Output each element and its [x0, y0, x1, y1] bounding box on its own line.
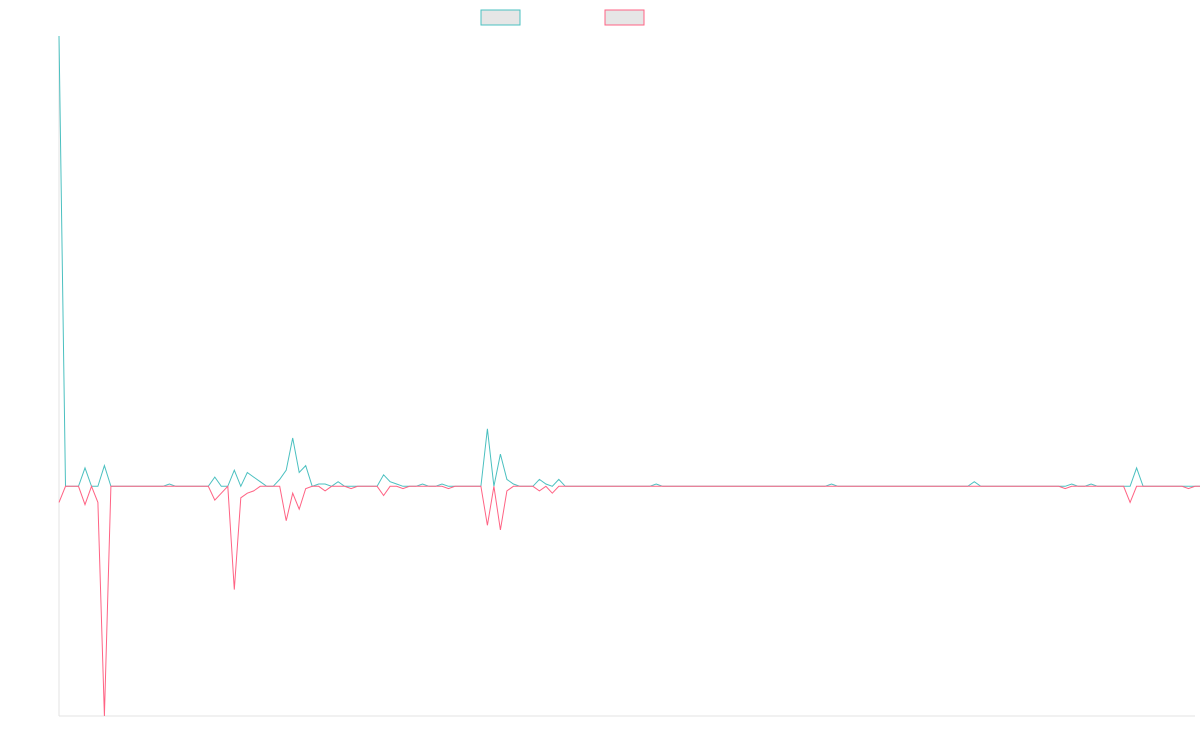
axes — [58, 36, 1195, 717]
legend-swatch-1[interactable] — [480, 9, 521, 26]
legend-swatch-2[interactable] — [604, 9, 645, 26]
legend — [480, 9, 645, 26]
series-line-2 — [58, 484, 1200, 717]
series-line-1 — [58, 35, 1200, 488]
series-layer — [58, 35, 1200, 717]
